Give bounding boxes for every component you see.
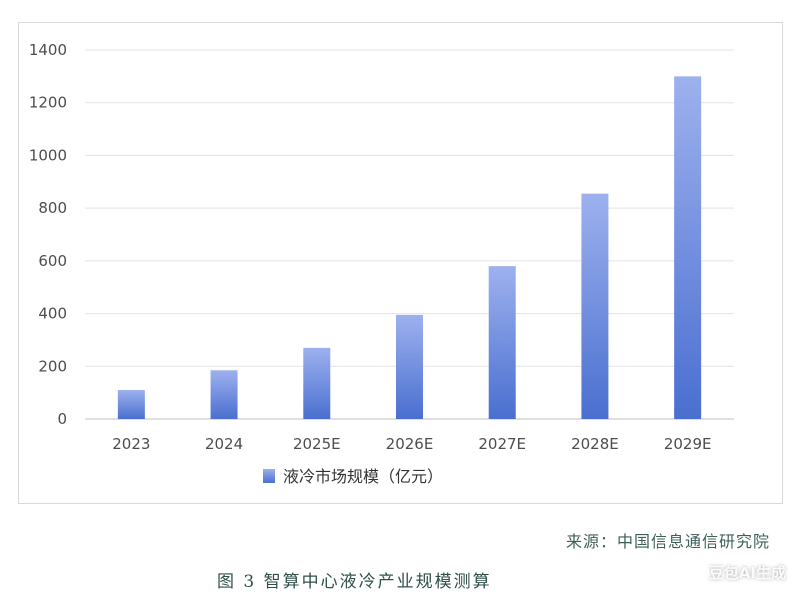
- legend-label: 液冷市场规模（亿元）: [283, 467, 443, 486]
- chart-frame: 0 200 400 600 800 1000 1200 1400 2023 2024 2025E 2…: [18, 22, 783, 504]
- y-tick-label: 600: [38, 252, 67, 270]
- bar-2027E: [488, 266, 516, 419]
- figure-caption: 图 3 智算中心液冷产业规模测算: [217, 572, 492, 592]
- gridlines: [85, 49, 734, 420]
- y-tick-label: 200: [38, 357, 67, 375]
- bar-2028E: [581, 193, 609, 419]
- x-tick-label: 2026E: [386, 435, 434, 453]
- x-axis-ticks: 2023 2024 2025E 2026E 2027E 2028E 2029E: [112, 435, 711, 453]
- bars: [117, 76, 702, 419]
- y-tick-label: 1200: [29, 94, 67, 112]
- y-tick-label: 1000: [29, 146, 67, 164]
- bar-2026E: [396, 314, 423, 419]
- x-tick-label: 2025E: [293, 435, 341, 453]
- source-note: 来源：中国信息通信研究院: [565, 532, 770, 551]
- x-tick-label: 2024: [205, 435, 243, 453]
- legend: 液冷市场规模（亿元）: [263, 467, 443, 486]
- x-tick-label: 2029E: [664, 435, 712, 453]
- y-tick-label: 0: [57, 410, 67, 428]
- y-tick-label: 800: [38, 199, 67, 217]
- bar-2029E: [674, 76, 702, 419]
- bar-2024: [210, 370, 238, 419]
- legend-swatch: [263, 469, 275, 483]
- watermark: 豆包AI生成: [708, 564, 786, 582]
- bar-2025E: [303, 347, 331, 419]
- y-axis-ticks: 0 200 400 600 800 1000 1200 1400: [29, 41, 67, 428]
- y-tick-label: 400: [38, 305, 67, 323]
- bar-2023: [117, 390, 145, 419]
- x-tick-label: 2023: [112, 435, 150, 453]
- y-tick-label: 1400: [29, 41, 67, 59]
- x-tick-label: 2027E: [478, 435, 526, 453]
- x-tick-label: 2028E: [571, 435, 619, 453]
